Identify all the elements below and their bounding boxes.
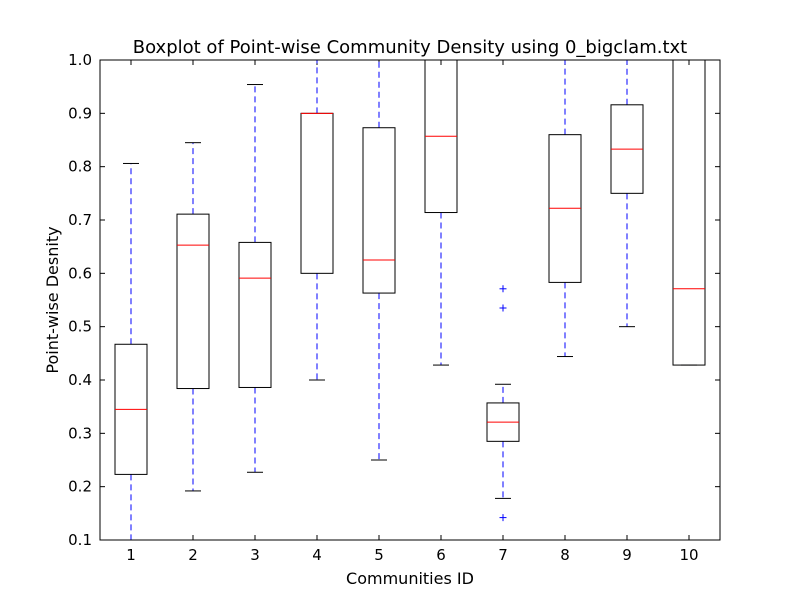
x-tick-label: 6 (436, 546, 446, 564)
y-tick-label: 0.3 (68, 424, 92, 442)
box-community-4 (300, 59, 334, 381)
box-community-1 (114, 162, 148, 541)
x-tick-label: 3 (250, 546, 260, 564)
box-community-8 (548, 59, 582, 358)
box-community-3 (238, 84, 272, 473)
y-tick-label: 0.5 (68, 318, 92, 336)
chart-title: Boxplot of Point-wise Community Density … (133, 37, 687, 58)
y-axis-label: Point-wise Desnity (43, 226, 62, 373)
box-iqr (362, 127, 396, 294)
x-tick-label: 8 (560, 546, 570, 564)
y-tick-label: 0.1 (68, 531, 92, 549)
y-tick-label: 0.6 (68, 264, 92, 282)
box-iqr (672, 59, 706, 366)
x-tick-label: 5 (374, 546, 384, 564)
box-community-7 (486, 285, 520, 522)
x-tick-label: 7 (498, 546, 508, 564)
x-axis: 1 2 3 4 5 6 7 8 9 10 (126, 60, 699, 564)
x-tick-label: 4 (312, 546, 322, 564)
box-community-6 (424, 59, 458, 366)
y-axis: 0.1 0.2 0.3 0.4 0.5 0.6 0.7 0.8 0.9 1.0 (68, 51, 720, 549)
x-tick-label: 2 (188, 546, 198, 564)
y-tick-label: 0.7 (68, 211, 92, 229)
x-axis-label: Communities ID (346, 569, 474, 588)
x-tick-label: 9 (622, 546, 632, 564)
y-tick-label: 0.2 (68, 478, 92, 496)
y-tick-label: 1.0 (68, 51, 92, 69)
box-community-2 (176, 142, 210, 492)
y-tick-label: 0.9 (68, 104, 92, 122)
plot-area (99, 59, 721, 541)
x-tick-label: 10 (679, 546, 698, 564)
x-tick-label: 1 (126, 546, 136, 564)
y-tick-label: 0.8 (68, 158, 92, 176)
box-iqr (300, 112, 334, 274)
box-iqr (238, 241, 272, 388)
y-tick-label: 0.4 (68, 371, 92, 389)
box-series (114, 59, 706, 541)
box-community-9 (610, 59, 644, 328)
box-community-5 (362, 59, 396, 461)
box-community-10 (672, 59, 706, 366)
box-iqr (176, 213, 210, 390)
